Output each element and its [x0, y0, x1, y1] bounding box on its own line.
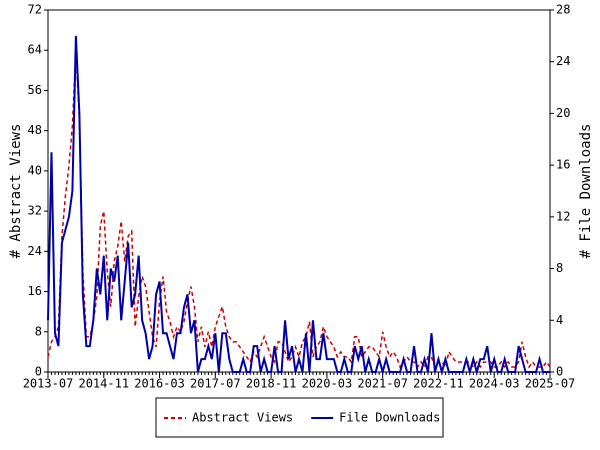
x-tick-label: 2018-11 [246, 377, 297, 391]
x-tick-label: 2021-07 [357, 377, 408, 391]
legend-label: Abstract Views [192, 411, 293, 425]
x-tick-label: 2014-11 [78, 377, 129, 391]
y-tick-label: 16 [28, 284, 42, 298]
x-tick-label: 2025-07 [525, 377, 576, 391]
y-tick-label: 72 [28, 3, 42, 17]
y2-tick-label: 20 [556, 106, 570, 120]
y-tick-label: 0 [35, 365, 42, 379]
x-tick-label: 2016-03 [134, 377, 185, 391]
y2-tick-label: 28 [556, 3, 570, 17]
x-tick-label: 2013-07 [23, 377, 74, 391]
y-axis-label: # Abstract Views [8, 124, 24, 259]
legend-box [155, 397, 444, 438]
y-tick-label: 56 [28, 83, 42, 97]
y2-tick-label: 16 [556, 158, 570, 172]
legend-label: File Downloads [339, 411, 440, 425]
y-tick-label: 32 [28, 204, 42, 218]
y-tick-label: 40 [28, 163, 42, 177]
y2-tick-label: 4 [556, 313, 563, 327]
x-tick-label: 2022-11 [413, 377, 464, 391]
x-tick-label: 2017-07 [190, 377, 241, 391]
y2-tick-label: 0 [556, 365, 563, 379]
y-tick-label: 24 [28, 244, 42, 258]
y2-tick-label: 24 [556, 54, 570, 68]
series-line [47, 35, 550, 376]
y-tick-label: 48 [28, 123, 42, 137]
y2-tick-label: 12 [556, 209, 570, 223]
y-tick-label: 64 [28, 43, 42, 57]
plot-frame [47, 9, 551, 373]
y2-tick-label: 8 [556, 261, 563, 275]
y-tick-label: 8 [35, 324, 42, 338]
x-tick-label: 2020-03 [302, 377, 353, 391]
y2-axis-label: # File Downloads [578, 124, 594, 259]
x-tick-label: 2024-03 [469, 377, 520, 391]
